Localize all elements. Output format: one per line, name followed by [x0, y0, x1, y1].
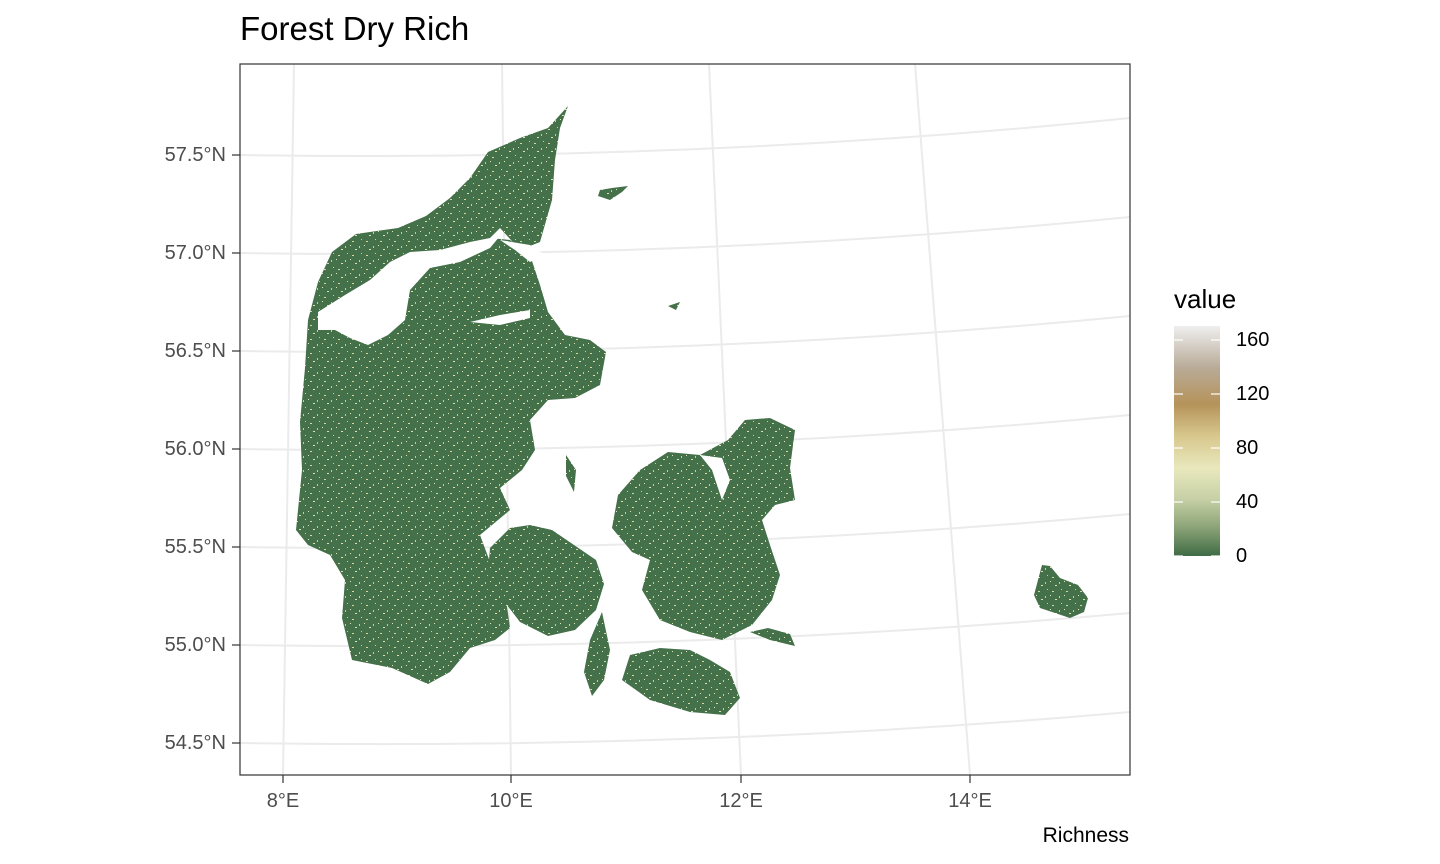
land-lolland-falster	[622, 648, 740, 715]
water	[318, 236, 730, 500]
y-tick-label: 56.5°N	[164, 340, 226, 362]
legend-colorbar	[1174, 326, 1220, 556]
map-title: Forest Dry Rich	[240, 10, 470, 47]
land-samso	[566, 455, 576, 492]
legend-label: 80	[1236, 437, 1259, 459]
land-jutland	[296, 106, 606, 684]
land-langeland	[584, 612, 610, 696]
map-caption: Richness	[1042, 824, 1129, 847]
water-limfjord	[318, 236, 500, 345]
map-panel-border	[239, 63, 1131, 776]
y-tick-label: 57.0°N	[164, 242, 226, 264]
graticule-lon-14	[914, 64, 971, 775]
land-zealand	[612, 418, 795, 640]
legend-label: 40	[1236, 491, 1259, 513]
x-tick-label: 8°E	[266, 790, 300, 812]
land-bornholm	[1034, 565, 1088, 618]
water-limfjord-east	[500, 240, 545, 262]
graticule-lat-54-5	[240, 711, 1130, 746]
y-tick-label: 55.5°N	[164, 536, 226, 558]
land-funen	[488, 525, 604, 636]
water-mariager	[470, 310, 530, 325]
x-tick-label: 12°E	[719, 790, 763, 812]
land-mon	[750, 628, 795, 646]
y-tick-label: 57.5°N	[164, 144, 226, 166]
land-laeso	[598, 186, 628, 200]
legend-label: 0	[1236, 545, 1248, 567]
x-tick-label: 10°E	[489, 790, 533, 812]
graticule-lon-8	[282, 64, 295, 775]
legend-label: 160	[1236, 329, 1270, 351]
legend-ticks	[1174, 339, 1220, 557]
graticule-lat-57-5	[240, 117, 1130, 157]
y-tick-label: 56.0°N	[164, 438, 226, 460]
legend-label: 120	[1236, 383, 1270, 405]
legend-title: value	[1174, 284, 1237, 314]
x-axis-tick-marks	[282, 775, 971, 783]
x-tick-label: 14°E	[948, 790, 992, 812]
y-tick-label: 55.0°N	[164, 634, 226, 656]
y-tick-label: 54.5°N	[164, 732, 226, 754]
graticule-lon-12	[708, 64, 742, 775]
y-axis-tick-marks	[232, 154, 240, 744]
land-anholt	[668, 302, 680, 310]
water-isefjord	[700, 455, 730, 500]
land	[296, 106, 1088, 715]
